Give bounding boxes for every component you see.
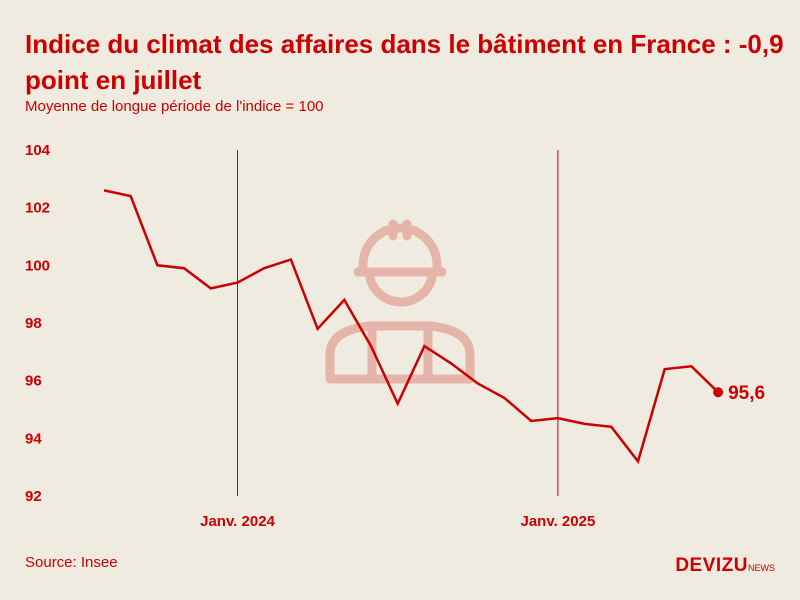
last-point-marker [713, 387, 724, 398]
y-tick-label: 92 [25, 488, 42, 505]
source-note: Source: Insee [25, 554, 118, 571]
series-line [103, 189, 719, 465]
x-tick-label: Janv. 2025 [521, 513, 596, 530]
y-tick-label: 96 [25, 373, 42, 390]
logo-main: DEVIZU [675, 555, 748, 576]
y-tick-label: 102 [25, 200, 50, 217]
x-tick-label: Janv. 2024 [200, 513, 275, 530]
end-label-group: 95,6 [713, 383, 765, 404]
worker-hardhat-icon [325, 219, 475, 384]
y-tick-label: 94 [25, 430, 42, 447]
series-path [103, 189, 719, 465]
y-tick-label: 100 [25, 257, 50, 274]
logo-suffix: NEWS [748, 563, 775, 573]
x-axis: Janv. 2024 Janv. 2025 [200, 150, 595, 530]
y-axis: 92 94 96 98 100 102 104 [25, 142, 51, 505]
y-tick-label: 98 [25, 315, 42, 332]
last-value-label: 95,6 [728, 383, 765, 404]
y-tick-label: 104 [25, 142, 51, 159]
devizu-logo[interactable]: DEVIZUNEWS [675, 555, 775, 577]
chart-subtitle: Moyenne de longue période de l'indice = … [25, 98, 324, 115]
chart-title: Indice du climat des affaires dans le bâ… [25, 29, 784, 95]
